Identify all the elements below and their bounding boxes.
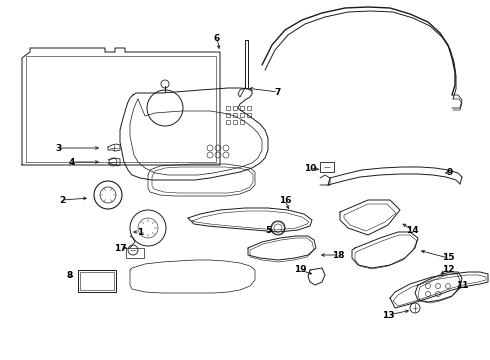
Bar bbox=[233, 113, 237, 117]
Text: 8: 8 bbox=[67, 270, 73, 279]
Bar bbox=[226, 120, 230, 124]
Bar bbox=[233, 120, 237, 124]
Bar bbox=[80, 272, 114, 290]
Text: 18: 18 bbox=[332, 251, 344, 260]
Text: 3: 3 bbox=[55, 144, 61, 153]
Text: 1: 1 bbox=[137, 228, 143, 237]
Text: 11: 11 bbox=[456, 280, 468, 289]
Text: 15: 15 bbox=[442, 253, 454, 262]
Text: 4: 4 bbox=[69, 158, 75, 166]
Text: 16: 16 bbox=[279, 195, 291, 204]
Bar bbox=[240, 113, 244, 117]
Bar bbox=[126, 248, 144, 258]
Text: 7: 7 bbox=[275, 87, 281, 96]
Bar bbox=[240, 106, 244, 110]
Bar bbox=[320, 162, 334, 172]
Bar bbox=[240, 120, 244, 124]
Bar bbox=[78, 270, 116, 292]
Bar bbox=[226, 113, 230, 117]
Text: 5: 5 bbox=[265, 225, 271, 234]
Text: 12: 12 bbox=[442, 266, 454, 274]
Text: 9: 9 bbox=[447, 167, 453, 176]
Text: 2: 2 bbox=[59, 195, 65, 204]
Bar bbox=[247, 106, 251, 110]
Text: 6: 6 bbox=[214, 33, 220, 42]
Text: 10: 10 bbox=[304, 163, 316, 172]
Text: 19: 19 bbox=[294, 266, 306, 274]
Bar bbox=[233, 106, 237, 110]
Text: 17: 17 bbox=[114, 243, 126, 252]
Bar bbox=[247, 113, 251, 117]
Text: 13: 13 bbox=[382, 310, 394, 320]
Bar bbox=[226, 106, 230, 110]
Text: 14: 14 bbox=[406, 225, 418, 234]
